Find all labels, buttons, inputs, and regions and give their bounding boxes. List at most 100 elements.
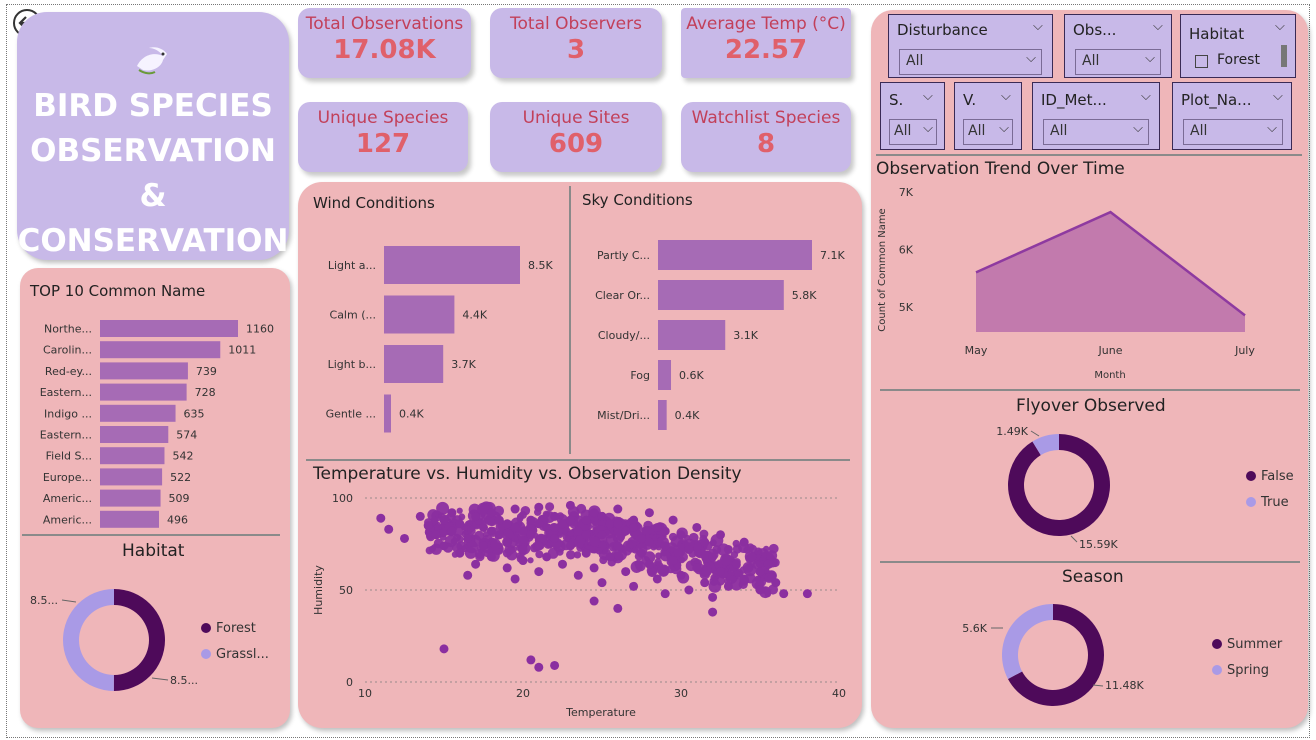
scatter-point <box>479 541 488 551</box>
right-divider-top <box>876 154 1302 156</box>
scatter-point <box>447 526 457 536</box>
scrollbar[interactable] <box>1281 45 1287 67</box>
s-slicer[interactable]: S. ⌵ All ⌵ <box>880 82 945 150</box>
category-label: Calm (... <box>330 309 376 322</box>
right-divider-mid2 <box>880 561 1300 563</box>
scatter-point <box>486 514 498 527</box>
habitat-slicer[interactable]: Habitat ⌵ Forest <box>1180 14 1296 78</box>
scatter-point <box>573 570 583 580</box>
scatter-point <box>384 524 394 534</box>
slice-label: 8.5... <box>170 674 198 687</box>
sky-chart[interactable]: Partly C... 7.1K Clear Or... 5.8K Cloudy/...… <box>572 230 858 446</box>
disturbance-slicer[interactable]: Disturbance ⌵ All ⌵ <box>888 14 1053 78</box>
right-divider-mid1 <box>880 389 1300 391</box>
scatter-point <box>567 530 574 537</box>
top10-chart[interactable]: Northe... 1160 Carolin... 1011 Red-ey... 739 E… <box>20 310 290 532</box>
scatter-point <box>415 511 425 521</box>
scatter-point <box>516 513 525 521</box>
obs-dropdown[interactable]: All ⌵ <box>1075 49 1161 75</box>
scatter-point <box>502 563 512 573</box>
scatter-point <box>467 526 476 535</box>
plot-na-slicer[interactable]: Plot_Na... ⌵ All ⌵ <box>1172 82 1292 150</box>
kpi-value: 127 <box>355 129 411 159</box>
scatter-point <box>747 552 757 562</box>
season-donut-chart[interactable]: 11.48K Summer 5.6K Spring <box>871 592 1301 718</box>
legend-marker <box>201 623 211 633</box>
scatter-point <box>556 548 564 556</box>
scatter-point <box>708 552 718 562</box>
category-label: Americ... <box>43 492 92 505</box>
scatter-point <box>668 556 678 566</box>
left-divider <box>22 534 280 536</box>
scatter-point <box>652 574 662 584</box>
chevron-down-icon[interactable]: ⌵ <box>1273 89 1283 104</box>
scatter-point <box>550 522 560 532</box>
chevron-down-icon[interactable]: ⌵ <box>1275 19 1285 34</box>
data-label: 574 <box>176 429 197 442</box>
category-label: Field S... <box>46 450 92 463</box>
area-fill <box>976 212 1245 332</box>
bar <box>658 360 672 390</box>
chevron-down-icon[interactable]: ⌵ <box>1141 89 1151 104</box>
scatter-point <box>453 533 461 542</box>
obs-slicer[interactable]: Obs... ⌵ All ⌵ <box>1064 14 1172 78</box>
data-label: 728 <box>195 386 216 399</box>
plot-na-dropdown[interactable]: All ⌵ <box>1183 119 1283 145</box>
scatter-point <box>581 530 591 540</box>
chevron-down-icon[interactable]: ⌵ <box>1033 19 1043 34</box>
kpi-total-observations: Total Observations 17.08K <box>298 8 471 78</box>
v-slicer[interactable]: V. ⌵ All ⌵ <box>954 82 1022 150</box>
category-label: Mist/Dri... <box>597 409 650 422</box>
disturbance-dropdown[interactable]: All ⌵ <box>899 49 1042 75</box>
category-label: Light a... <box>328 259 376 272</box>
scatter-point <box>652 522 662 532</box>
trend-area-chart[interactable]: 5K 6K 7K May June July Month Count of Common Na… <box>871 180 1301 385</box>
scatter-point <box>456 507 463 514</box>
chevron-down-icon[interactable]: ⌵ <box>923 89 933 104</box>
legend-label: False <box>1261 469 1294 484</box>
category-label: Eastern... <box>40 429 92 442</box>
category-label: Eastern... <box>40 386 92 399</box>
id-met-slicer[interactable]: ID_Met... ⌵ All ⌵ <box>1032 82 1160 150</box>
chevron-down-icon[interactable]: ⌵ <box>1001 89 1011 104</box>
scatter-point <box>754 575 761 583</box>
bar <box>100 468 163 486</box>
dropdown-value: All <box>1050 123 1068 139</box>
habitat-donut-chart[interactable]: 8.5... Forest 8.5... Grassl... <box>20 570 290 720</box>
bar <box>384 394 391 433</box>
kpi-label: Total Observers <box>510 14 642 34</box>
wind-chart[interactable]: Light a... 8.5K Calm (... 4.4K Light b... 3.7… <box>298 236 568 446</box>
kpi-average-temp: Average Temp (°C) 22.57 <box>681 8 851 78</box>
scatter-point <box>486 552 496 562</box>
kpi-value: 609 <box>548 129 604 159</box>
flyover-donut-chart[interactable]: 15.59K False 1.49K True <box>871 418 1301 556</box>
bar <box>384 246 520 284</box>
data-label: 8.5K <box>528 259 553 272</box>
scatter-chart[interactable]: 0 50 100 10 20 30 40 Temperature Humidity <box>298 484 862 724</box>
scatter-point <box>700 537 710 547</box>
y-tick-label: 5K <box>899 301 914 314</box>
checkbox-label: Forest <box>1217 52 1260 68</box>
forest-checkbox[interactable] <box>1195 55 1208 68</box>
legend-label: Spring <box>1227 663 1269 678</box>
bar <box>384 345 444 383</box>
title-panel: BIRD SPECIES OBSERVATION & CONSERVATION <box>17 12 289 260</box>
scatter-point <box>684 545 694 555</box>
scatter-point <box>534 502 544 512</box>
v-dropdown[interactable]: All ⌵ <box>963 119 1013 145</box>
x-axis-label: Month <box>1094 370 1125 381</box>
s-dropdown[interactable]: All ⌵ <box>889 119 937 145</box>
bar <box>100 341 221 359</box>
bar <box>100 320 238 337</box>
scatter-point <box>771 578 781 588</box>
scatter-point <box>716 567 725 577</box>
scatter-title: Temperature vs. Humidity vs. Observation… <box>313 464 742 484</box>
chevron-down-icon[interactable]: ⌵ <box>1153 19 1163 34</box>
id-met-dropdown[interactable]: All ⌵ <box>1043 119 1149 145</box>
slice-label: 11.48K <box>1105 679 1144 692</box>
scatter-point <box>589 596 599 606</box>
data-label: 522 <box>170 471 191 484</box>
scatter-point <box>439 541 449 551</box>
x-tick-label: 10 <box>358 687 372 700</box>
leader-line <box>61 599 77 603</box>
